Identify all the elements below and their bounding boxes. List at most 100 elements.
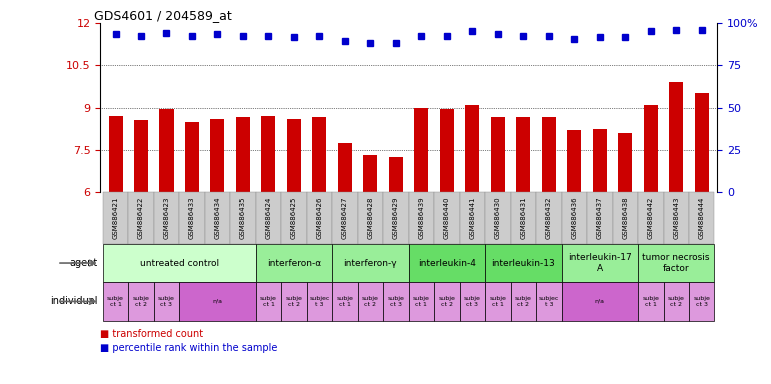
Text: subje
ct 1: subje ct 1 (642, 296, 659, 307)
Bar (128, 192, 153, 244)
Bar (644, 105, 658, 361)
Text: subje
ct 2: subje ct 2 (668, 296, 685, 307)
Text: GSM886437: GSM886437 (597, 197, 603, 239)
Text: subje
ct 1: subje ct 1 (413, 296, 429, 307)
Bar (332, 244, 409, 282)
Bar (332, 192, 358, 244)
Bar (542, 118, 556, 361)
Text: GSM886423: GSM886423 (163, 197, 170, 239)
Bar (536, 282, 561, 321)
Bar (460, 282, 485, 321)
Text: subje
ct 1: subje ct 1 (490, 296, 507, 307)
Bar (103, 192, 128, 244)
Text: GSM886431: GSM886431 (520, 197, 527, 239)
Bar (491, 118, 505, 361)
Text: GSM886424: GSM886424 (265, 197, 271, 239)
Text: subjec
t 3: subjec t 3 (539, 296, 559, 307)
Bar (510, 282, 536, 321)
Bar (460, 192, 485, 244)
Bar (466, 105, 480, 361)
Text: GSM886439: GSM886439 (419, 197, 424, 239)
Bar (612, 192, 638, 244)
Bar (561, 244, 638, 282)
Bar (485, 282, 510, 321)
Bar (638, 244, 715, 282)
Bar (281, 192, 307, 244)
Text: n/a: n/a (213, 299, 223, 304)
Text: subjec
t 3: subjec t 3 (309, 296, 330, 307)
Bar (210, 119, 224, 361)
Text: subje
ct 1: subje ct 1 (260, 296, 277, 307)
Text: untreated control: untreated control (140, 258, 219, 268)
Bar (338, 143, 352, 361)
Bar (593, 129, 607, 361)
Bar (669, 82, 683, 361)
Text: GSM886436: GSM886436 (571, 197, 577, 239)
Bar (358, 192, 383, 244)
Text: ■ percentile rank within the sample: ■ percentile rank within the sample (100, 343, 278, 353)
Text: GSM886426: GSM886426 (316, 197, 322, 239)
Bar (185, 122, 199, 361)
Bar (434, 282, 460, 321)
Bar (256, 282, 281, 321)
Bar (409, 192, 434, 244)
Bar (256, 244, 332, 282)
Bar (332, 282, 358, 321)
Bar (287, 119, 301, 361)
Bar (281, 282, 307, 321)
Bar (153, 282, 179, 321)
Bar (485, 192, 510, 244)
Text: GSM886425: GSM886425 (291, 197, 297, 239)
Bar (261, 116, 275, 361)
Bar (153, 192, 179, 244)
Text: ■ transformed count: ■ transformed count (100, 329, 204, 339)
Text: subje
ct 2: subje ct 2 (515, 296, 532, 307)
Bar (128, 282, 153, 321)
Bar (409, 244, 485, 282)
Text: agent: agent (69, 258, 97, 268)
Text: GSM886433: GSM886433 (189, 197, 195, 239)
Text: GSM886434: GSM886434 (214, 197, 221, 239)
Text: GSM886438: GSM886438 (622, 197, 628, 239)
Bar (358, 282, 383, 321)
Bar (231, 192, 256, 244)
Text: interferon-α: interferon-α (267, 258, 321, 268)
Bar (587, 192, 612, 244)
Bar (664, 282, 689, 321)
Bar (179, 282, 256, 321)
Bar (383, 282, 409, 321)
Bar (439, 109, 454, 361)
Bar (638, 192, 664, 244)
Bar (409, 282, 434, 321)
Text: interferon-γ: interferon-γ (344, 258, 397, 268)
Bar (179, 192, 205, 244)
Bar (689, 192, 715, 244)
Bar (695, 93, 709, 361)
Bar (103, 282, 128, 321)
Bar (389, 157, 403, 361)
Bar (536, 192, 561, 244)
Text: interleukin-17
A: interleukin-17 A (568, 253, 631, 273)
Text: subje
ct 2: subje ct 2 (439, 296, 456, 307)
Bar (307, 192, 332, 244)
Text: tumor necrosis
factor: tumor necrosis factor (642, 253, 710, 273)
Bar (561, 282, 638, 321)
Bar (567, 130, 581, 361)
Bar (307, 282, 332, 321)
Text: GSM886440: GSM886440 (444, 197, 449, 239)
Text: GSM886430: GSM886430 (495, 197, 501, 239)
Text: GSM886421: GSM886421 (113, 197, 119, 239)
Bar (510, 192, 536, 244)
Bar (638, 282, 664, 321)
Bar (160, 109, 173, 361)
Bar (434, 192, 460, 244)
Bar (256, 192, 281, 244)
Text: subje
ct 3: subje ct 3 (388, 296, 404, 307)
Text: interleukin-13: interleukin-13 (491, 258, 555, 268)
Bar (689, 282, 715, 321)
Bar (236, 118, 250, 361)
Text: GSM886441: GSM886441 (470, 197, 476, 239)
Text: subje
ct 3: subje ct 3 (464, 296, 481, 307)
Text: GDS4601 / 204589_at: GDS4601 / 204589_at (94, 9, 232, 22)
Bar (363, 156, 378, 361)
